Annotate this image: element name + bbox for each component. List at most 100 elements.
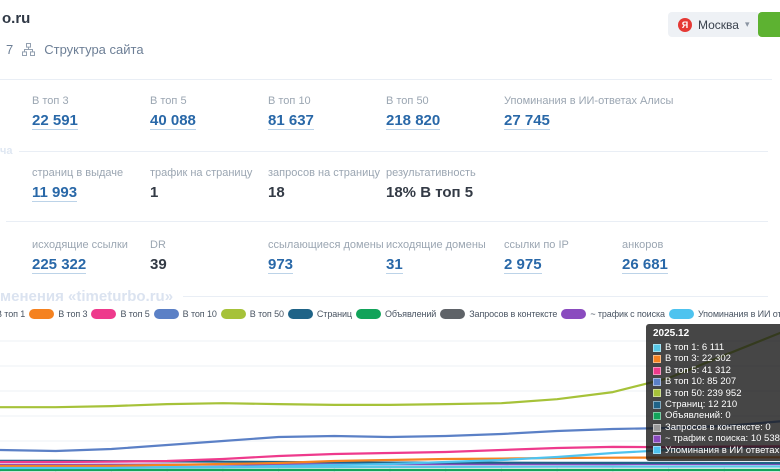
stat-value[interactable]: 11 993 <box>32 184 78 202</box>
stat-label: ссылки по IP <box>504 239 569 251</box>
tooltip-text: Упоминания в ИИ ответах Алисы: 25 1 <box>665 444 780 456</box>
tooltip-row: В топ 50: 239 952 <box>653 388 780 399</box>
tooltip-row: Объявлений: 0 <box>653 410 780 421</box>
tooltip-swatch <box>653 446 661 455</box>
stat-label: В топ 3 <box>32 95 69 107</box>
region-selector[interactable]: Я Москва ▾ <box>668 12 760 37</box>
stats-row-links: исходящие ссылки 225 322 DR 39 ссылающиеся д… <box>32 239 740 274</box>
legend-item[interactable]: В топ 3 <box>29 309 88 319</box>
legend-label: В топ 10 <box>182 309 217 319</box>
tooltip-text: Запросов в контексте: 0 <box>665 421 771 433</box>
tooltip-text: В топ 5: 41 312 <box>665 364 731 376</box>
tooltip-row: ~ трафик с поиска: 10 538 <box>653 433 780 444</box>
legend-item[interactable]: В топ 5 <box>91 309 150 319</box>
legend-label: Страниц <box>316 309 352 319</box>
stat-block: ссылающиеся домены 973 <box>268 239 386 274</box>
stat-value[interactable]: 40 088 <box>150 112 196 130</box>
legend-swatch <box>287 309 313 319</box>
tooltip-row: В топ 5: 41 312 <box>653 365 780 376</box>
legend-swatch <box>440 309 466 319</box>
tooltip-row: Страниц: 12 210 <box>653 399 780 410</box>
tooltip-swatch <box>653 377 661 386</box>
tooltip-swatch <box>653 400 661 409</box>
legend-label: В топ 3 <box>58 309 88 319</box>
stat-label: запросов на страницу <box>268 167 381 179</box>
tooltip-row: Упоминания в ИИ ответах Алисы: 25 1 <box>653 445 780 456</box>
stat-label: В топ 5 <box>150 95 187 107</box>
tooltip-text: В топ 50: 239 952 <box>665 387 742 399</box>
stat-label: исходящие ссылки <box>32 239 128 251</box>
legend-item[interactable]: В топ 10 <box>153 309 217 319</box>
stat-block: Упоминания в ИИ-ответах Алисы 27 745 <box>504 95 673 130</box>
legend-item[interactable]: Объявлений <box>356 309 436 319</box>
divider-line <box>6 221 768 222</box>
stat-block: В топ 5 40 088 <box>150 95 268 130</box>
tooltip-text: В топ 3: 22 302 <box>665 353 731 365</box>
chart-tooltip: 2025.12 В топ 1: 6 111 В топ 3: 22 302 В т… <box>646 324 780 462</box>
stat-value[interactable]: 2 975 <box>504 256 542 274</box>
stat-block: исходящие домены 31 <box>386 239 504 274</box>
stat-value[interactable]: 31 <box>386 256 403 274</box>
stat-value[interactable]: 218 820 <box>386 112 441 130</box>
tooltip-swatch <box>653 343 661 352</box>
stat-block: В топ 10 81 637 <box>268 95 386 130</box>
chart-section-title: менения «timeturbo.ru» <box>0 288 174 305</box>
stat-value: 39 <box>150 256 167 273</box>
tooltip-swatch <box>653 412 661 421</box>
stat-block: исходящие ссылки 225 322 <box>32 239 150 274</box>
legend-swatch <box>153 309 179 319</box>
tooltip-row: В топ 10: 85 207 <box>653 376 780 387</box>
stat-label: DR <box>150 239 166 251</box>
sitemap-icon <box>22 43 36 56</box>
stat-value[interactable]: 81 637 <box>268 112 314 130</box>
tooltip-swatch <box>653 355 661 364</box>
stat-value[interactable]: 26 681 <box>622 256 668 274</box>
legend-label: В топ 50 <box>249 309 284 319</box>
stat-value: 1 <box>150 184 159 201</box>
legend-label: Объявлений <box>385 309 437 319</box>
legend-item[interactable]: Упоминания в ИИ ответах Алисы <box>668 309 780 319</box>
stat-value[interactable]: 973 <box>268 256 294 274</box>
stat-block: DR 39 <box>150 239 268 274</box>
divider-line <box>0 79 772 80</box>
legend-swatch <box>29 309 55 319</box>
yandex-icon: Я <box>678 17 692 32</box>
legend-label: В топ 1 <box>0 309 26 319</box>
sub-header: 7 Структура сайта <box>6 42 144 57</box>
legend-item[interactable]: Запросов в контексте <box>440 309 557 319</box>
legend-swatch <box>220 309 246 319</box>
stat-block: анкоров 26 681 <box>622 239 740 274</box>
stat-label: страниц в выдаче <box>32 167 124 179</box>
legend-swatch <box>668 309 694 319</box>
stat-value[interactable]: 22 591 <box>32 112 78 130</box>
tooltip-swatch <box>653 434 661 443</box>
site-structure-link[interactable]: Структура сайта <box>44 42 144 57</box>
stats-row-top-positions: В топ 3 22 591 В топ 5 40 088 В топ 10 81 637… <box>32 95 673 130</box>
stat-block: запросов на страницу 18 <box>268 167 386 202</box>
chart-section-header: менения «timeturbo.ru» <box>0 288 780 305</box>
primary-action-button[interactable] <box>758 12 780 37</box>
stat-label: В топ 10 <box>268 95 311 107</box>
stat-block: результативность 18% В топ 5 <box>386 167 546 202</box>
stat-label: анкоров <box>622 239 664 251</box>
section-divider-links <box>0 221 780 222</box>
chevron-down-icon: ▾ <box>744 19 750 29</box>
counter-value: 7 <box>6 42 14 57</box>
site-title: o.ru <box>2 10 31 27</box>
stat-value: 18 <box>268 184 285 201</box>
legend-item[interactable]: Страниц <box>287 309 352 319</box>
stat-value[interactable]: 225 322 <box>32 256 87 274</box>
divider-label: ча <box>0 145 13 157</box>
legend-item[interactable]: В топ 1 <box>0 309 25 319</box>
region-label: Москва <box>698 17 739 32</box>
stats-row-pages: страниц в выдаче 11 993 трафик на страницу… <box>32 167 546 202</box>
tooltip-rows: В топ 1: 6 111 В топ 3: 22 302 В топ 5: 41… <box>653 342 780 456</box>
stat-value[interactable]: 27 745 <box>504 112 550 130</box>
tooltip-text: В топ 10: 85 207 <box>665 376 737 388</box>
tooltip-swatch <box>653 423 661 432</box>
legend-item[interactable]: ~ трафик с поиска <box>561 309 665 319</box>
legend-item[interactable]: В топ 50 <box>220 309 284 319</box>
tooltip-swatch <box>653 389 661 398</box>
divider-line <box>18 150 768 152</box>
legend-swatch <box>561 309 587 319</box>
